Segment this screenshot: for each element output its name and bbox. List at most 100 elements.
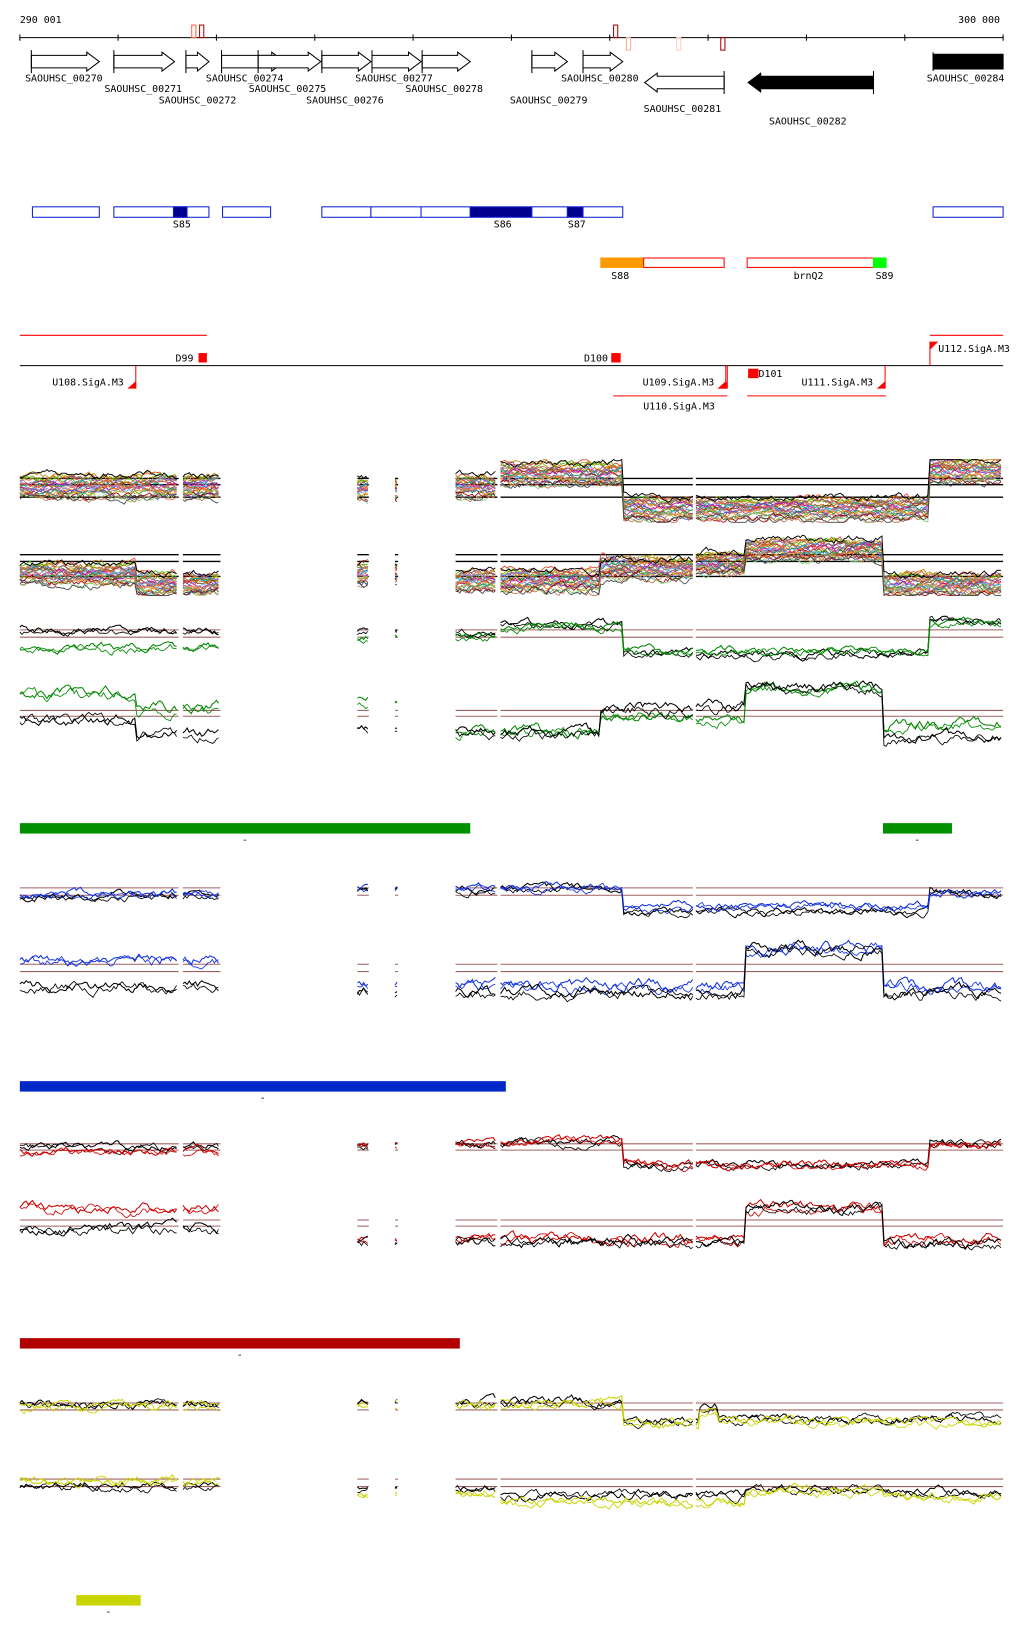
condition-bar-label: - <box>105 1607 111 1618</box>
gene-arrow <box>30 51 101 73</box>
ratio-line <box>357 1494 369 1499</box>
expression-line <box>695 547 1002 595</box>
ratio-line <box>19 1475 177 1489</box>
region-block <box>221 206 272 218</box>
terminator-label: D100 <box>584 353 608 364</box>
expression-line <box>357 567 369 574</box>
gene-label: SAOUHSC_00276 <box>306 95 384 106</box>
ratio-line <box>394 1401 398 1404</box>
ratio-line <box>695 1142 1002 1171</box>
axis-marker <box>191 24 197 39</box>
ratio-line <box>356 988 369 997</box>
expression-line <box>19 574 177 596</box>
ratio-line <box>19 1401 177 1415</box>
ratio-line <box>500 1133 694 1168</box>
region-block-dark <box>172 206 188 218</box>
expression-line <box>695 459 1002 503</box>
ratio-line <box>19 684 178 714</box>
gene-label: SAOUHSC_00279 <box>510 95 588 106</box>
ratio-line <box>182 699 219 715</box>
expression-line <box>182 488 219 494</box>
ratio-line <box>695 1201 1002 1249</box>
ratio-line <box>394 1142 398 1145</box>
condition-bar-label: - <box>242 835 248 846</box>
ratio-line <box>500 616 693 656</box>
ratio-line <box>356 1486 369 1490</box>
region-block <box>113 206 210 218</box>
panel-expr-minus-all <box>19 534 1004 597</box>
ratio-line <box>500 1495 694 1510</box>
gene-label: SAOUHSC_00281 <box>644 104 722 115</box>
ratio-line <box>455 1136 496 1145</box>
panel-green-minus <box>19 680 1004 747</box>
ratio-line <box>19 1217 177 1237</box>
ratio-line <box>182 955 219 966</box>
ratio-line <box>182 1143 219 1155</box>
gene-arrow-filled <box>932 53 1004 70</box>
ratio-line <box>695 889 1002 913</box>
ratio-line <box>695 939 1002 995</box>
ratio-line <box>394 631 398 633</box>
axis-start-label: 290 001 <box>20 15 62 26</box>
expression-line <box>500 571 693 595</box>
expression-line <box>182 584 219 594</box>
expression-line <box>394 563 398 566</box>
axis-marker <box>625 37 632 51</box>
red-region-block <box>746 257 875 268</box>
expression-line <box>695 553 1002 596</box>
expression-line <box>500 569 694 590</box>
ratio-line <box>182 703 219 714</box>
ratio-line <box>500 983 694 1000</box>
expression-line <box>455 494 496 503</box>
ratio-line <box>182 1142 219 1152</box>
ratio-line <box>695 615 1002 663</box>
region-block <box>31 206 100 218</box>
expression-line <box>500 476 693 523</box>
ratio-line <box>500 881 694 917</box>
ratio-line <box>182 1478 219 1487</box>
promoter-label: U111.SigA.M3 <box>802 377 874 388</box>
ratio-line <box>455 884 496 893</box>
panel-red-plus <box>19 1133 1004 1173</box>
ratio-line <box>500 1397 693 1430</box>
ratio-line <box>357 1493 368 1498</box>
expression-line <box>455 572 496 583</box>
expression-line <box>19 489 177 501</box>
ratio-line <box>455 889 496 899</box>
panel-blue-minus <box>19 939 1004 1003</box>
ratio-line <box>500 1488 694 1502</box>
ratio-line <box>182 892 219 901</box>
gene-arrow <box>185 51 210 73</box>
ratio-line <box>357 883 368 889</box>
panel-yellow-minus <box>19 1474 1004 1510</box>
expression-line <box>19 482 177 492</box>
expression-line <box>500 478 694 523</box>
ratio-line <box>500 984 694 1003</box>
expression-line <box>695 473 1002 523</box>
expression-line <box>394 580 398 583</box>
red-region-track: S88 brnQ2 S89 <box>600 257 894 282</box>
expression-line <box>500 464 693 505</box>
region-block-dark <box>469 206 533 218</box>
ratio-line <box>455 991 496 999</box>
gene-saouhsc_00272: SAOUHSC_00272 <box>159 50 237 106</box>
condition-bar-label: - <box>237 1350 243 1361</box>
ratio-line <box>455 1237 496 1247</box>
ratio-line <box>695 681 1002 733</box>
expression-line <box>500 467 693 515</box>
expression-panels <box>19 458 1004 1510</box>
ratio-line <box>182 1225 219 1235</box>
terminator-promoter-track: D99 D100 D101 U108.SigA.M3 U109.SigA.M3 U110.… <box>19 334 1010 412</box>
expression-line <box>394 494 398 498</box>
expression-line <box>19 492 177 505</box>
gene-label: SAOUHSC_00275 <box>249 84 327 95</box>
terminator-label: D99 <box>176 353 194 364</box>
ratio-line <box>357 1146 369 1150</box>
region-block-dark <box>566 206 584 218</box>
gene-label: SAOUHSC_00272 <box>159 95 237 106</box>
expression-line <box>695 479 1002 523</box>
ratio-line <box>357 639 368 645</box>
expression-line <box>500 480 693 523</box>
gene-arrow <box>531 51 569 73</box>
